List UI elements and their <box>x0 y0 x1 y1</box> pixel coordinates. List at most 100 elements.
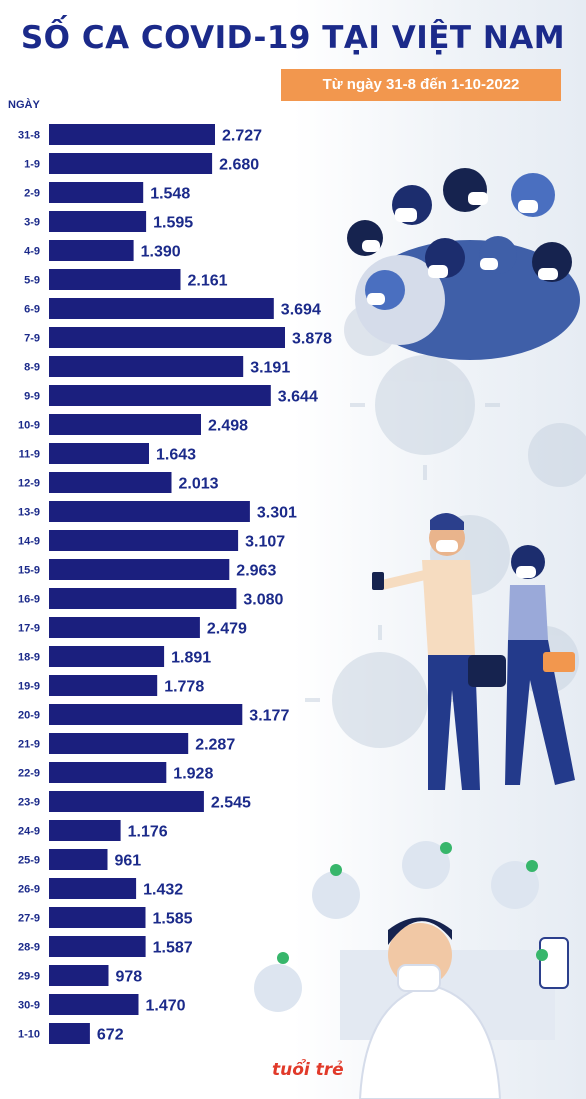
bar-8-9 <box>49 356 244 377</box>
bar-19-9 <box>49 675 158 696</box>
category-label-18-9: 18-9 <box>18 652 40 664</box>
value-label-2-9: 1.548 <box>150 186 190 203</box>
value-label-6-9: 3.694 <box>281 302 321 319</box>
value-label-19-9: 1.778 <box>164 679 204 696</box>
bar-12-9 <box>49 472 172 493</box>
value-label-22-9: 1.928 <box>173 766 213 783</box>
bar-30-9 <box>49 994 139 1015</box>
value-label-27-9: 1.585 <box>153 911 193 928</box>
value-label-25-9: 961 <box>115 853 142 870</box>
value-label-4-9: 1.390 <box>141 244 181 261</box>
value-label-18-9: 1.891 <box>171 650 211 667</box>
category-label-8-9: 8-9 <box>24 362 40 374</box>
category-label-2-9: 2-9 <box>24 188 40 200</box>
value-label-3-9: 1.595 <box>153 215 193 232</box>
category-label-10-9: 10-9 <box>18 420 40 432</box>
bar-2-9 <box>49 182 144 203</box>
bar-6-9 <box>49 298 274 319</box>
bar-17-9 <box>49 617 200 638</box>
value-label-9-9: 3.644 <box>278 389 318 406</box>
value-label-23-9: 2.545 <box>211 795 251 812</box>
category-label-17-9: 17-9 <box>18 623 40 635</box>
page-title: SỐ CA COVID-19 TẠI VIỆT NAM <box>20 20 566 56</box>
bar-11-9 <box>49 443 149 464</box>
walking-couple-illustration <box>372 512 575 790</box>
bar-23-9 <box>49 791 204 812</box>
value-label-12-9: 2.013 <box>179 476 219 493</box>
bar-14-9 <box>49 530 239 551</box>
category-label-27-9: 27-9 <box>18 913 40 925</box>
bar-21-9 <box>49 733 189 754</box>
value-label-8-9: 3.191 <box>250 360 290 377</box>
category-label-23-9: 23-9 <box>18 797 40 809</box>
bar-13-9 <box>49 501 250 522</box>
value-label-21-9: 2.287 <box>195 737 235 754</box>
bar-22-9 <box>49 762 167 783</box>
value-label-29-9: 978 <box>116 969 143 986</box>
category-label-28-9: 28-9 <box>18 942 40 954</box>
bar-15-9 <box>49 559 230 580</box>
value-label-1-10: 672 <box>97 1027 124 1044</box>
tuoi-tre-logo: tuổi trẻ <box>272 1060 344 1080</box>
value-label-13-9: 3.301 <box>257 505 297 522</box>
value-label-31-8: 2.727 <box>222 128 262 145</box>
value-label-16-9: 3.080 <box>243 592 283 609</box>
value-label-1-9: 2.680 <box>219 157 259 174</box>
value-label-11-9: 1.643 <box>156 447 196 464</box>
bar-16-9 <box>49 588 237 609</box>
category-label-1-9: 1-9 <box>24 159 40 171</box>
category-label-7-9: 7-9 <box>24 333 40 345</box>
value-label-15-9: 2.963 <box>236 563 276 580</box>
bar-29-9 <box>49 965 109 986</box>
bar-25-9 <box>49 849 108 870</box>
value-label-26-9: 1.432 <box>143 882 183 899</box>
category-label-25-9: 25-9 <box>18 855 40 867</box>
bar-7-9 <box>49 327 285 348</box>
value-label-5-9: 2.161 <box>188 273 228 290</box>
category-label-15-9: 15-9 <box>18 565 40 577</box>
category-label-11-9: 11-9 <box>19 449 40 461</box>
value-label-24-9: 1.176 <box>128 824 168 841</box>
category-label-3-9: 3-9 <box>24 217 40 229</box>
value-label-17-9: 2.479 <box>207 621 247 638</box>
category-label-9-9: 9-9 <box>24 391 40 403</box>
category-label-22-9: 22-9 <box>18 768 40 780</box>
crowd-illustration <box>347 168 580 360</box>
category-label-31-8: 31-8 <box>18 130 40 142</box>
category-label-21-9: 21-9 <box>18 739 40 751</box>
category-label-14-9: 14-9 <box>18 536 40 548</box>
bar-5-9 <box>49 269 181 290</box>
value-label-14-9: 3.107 <box>245 534 285 551</box>
bar-24-9 <box>49 820 121 841</box>
category-label-16-9: 16-9 <box>18 594 40 606</box>
category-label-13-9: 13-9 <box>18 507 40 519</box>
bar-27-9 <box>49 907 146 928</box>
bar-18-9 <box>49 646 165 667</box>
value-label-30-9: 1.470 <box>146 998 186 1015</box>
doctor-illustration <box>254 841 569 1099</box>
bar-10-9 <box>49 414 201 435</box>
category-label-12-9: 12-9 <box>18 478 40 490</box>
y-axis-label: NGÀY <box>8 99 40 111</box>
bar-4-9 <box>49 240 134 261</box>
value-label-28-9: 1.587 <box>153 940 193 957</box>
value-label-10-9: 2.498 <box>208 418 248 435</box>
category-label-1-10: 1-10 <box>18 1029 40 1041</box>
date-range-badge: Từ ngày 31-8 đến 1-10-2022 <box>281 69 561 101</box>
bar-20-9 <box>49 704 243 725</box>
bar-1-10 <box>49 1023 90 1044</box>
category-label-20-9: 20-9 <box>18 710 40 722</box>
bar-1-9 <box>49 153 213 174</box>
category-label-30-9: 30-9 <box>18 1000 40 1012</box>
bar-28-9 <box>49 936 146 957</box>
category-label-24-9: 24-9 <box>18 826 40 838</box>
category-label-26-9: 26-9 <box>18 884 40 896</box>
bar-chart: 31-8 2.727 1-9 2.680 2-9 1.548 3-9 1.595 4-9 1.39… <box>18 124 332 1044</box>
category-label-29-9: 29-9 <box>18 971 40 983</box>
category-label-6-9: 6-9 <box>24 304 40 316</box>
bar-26-9 <box>49 878 137 899</box>
category-label-4-9: 4-9 <box>24 246 40 258</box>
value-label-7-9: 3.878 <box>292 331 332 348</box>
bar-9-9 <box>49 385 271 406</box>
